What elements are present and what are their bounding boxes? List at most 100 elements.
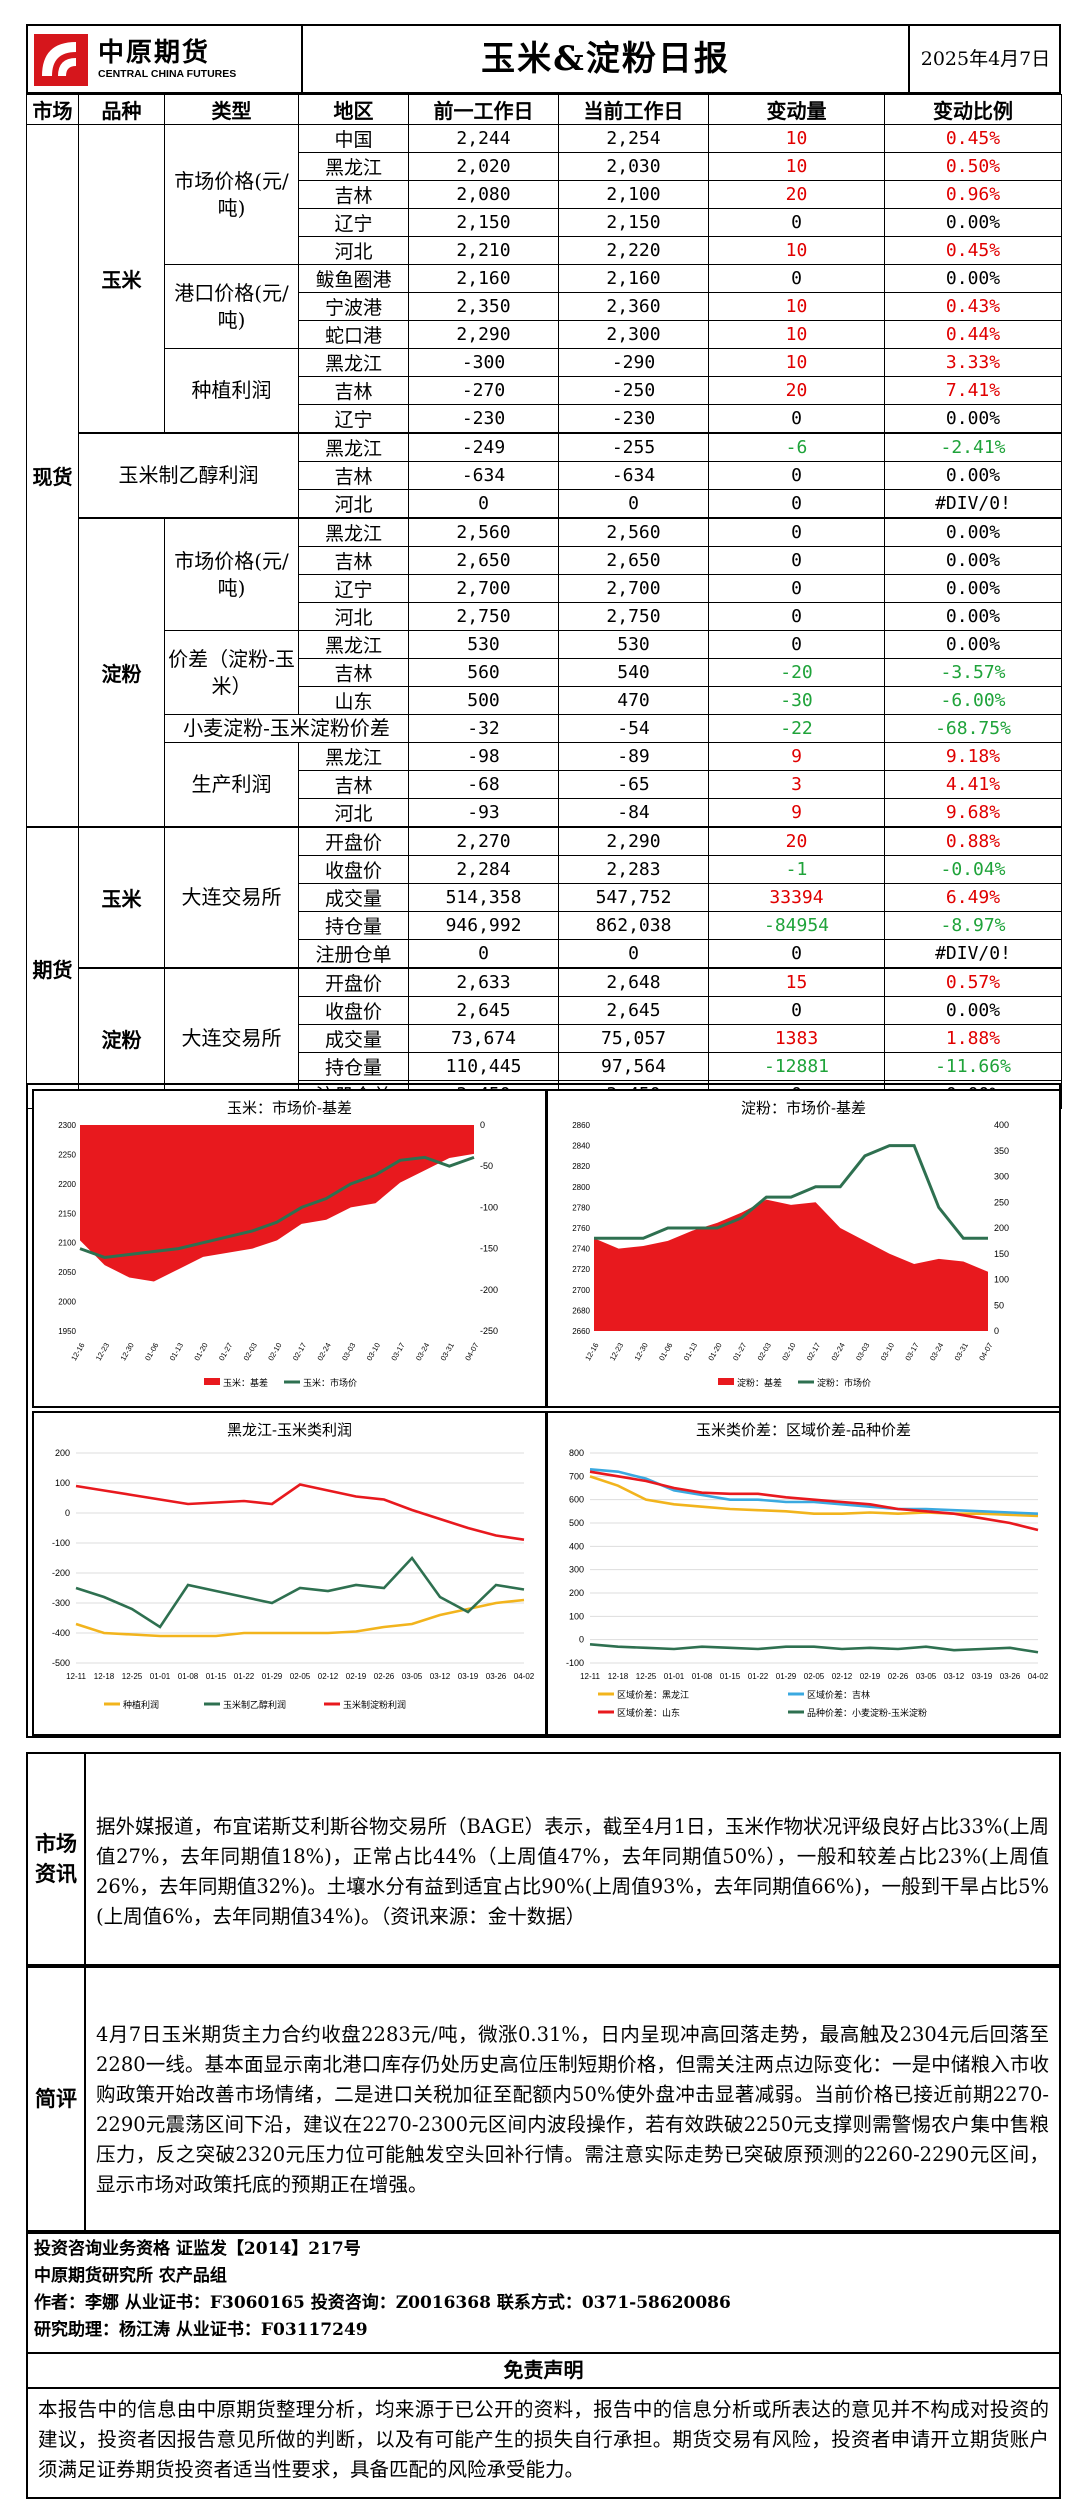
table-row: 吉林 -634 -634 0 0.00%	[27, 461, 1062, 490]
region-cell: 成交量	[298, 883, 409, 912]
x-tick: 01-06	[143, 1341, 160, 1362]
current-day-cell: 862,038	[558, 911, 709, 940]
y-tick-left: 2050	[58, 1268, 76, 1277]
prev-day-cell: 73,674	[408, 1024, 559, 1053]
x-tick: 02-12	[318, 1672, 339, 1681]
current-day-cell: 2,650	[558, 546, 709, 575]
table-row: 成交量 73,674 75,057 1383 1.88%	[27, 1024, 1062, 1053]
table-header-row: 市场 品种 类型 地区 前一工作日 当前工作日 变动量 变动比例	[26, 94, 1062, 125]
current-day-cell: 2,645	[558, 996, 709, 1025]
y-tick-left: 2100	[58, 1239, 76, 1248]
x-tick: 03-24	[928, 1341, 945, 1362]
change-cell: 0	[708, 602, 885, 631]
x-tick: 01-08	[178, 1672, 199, 1681]
change-pct-cell: -0.04%	[884, 855, 1062, 884]
change-pct-cell: 1.88%	[884, 1024, 1062, 1053]
type-market-price: 市场价格(元/吨)	[164, 124, 299, 265]
current-day-cell: 2,030	[558, 152, 709, 181]
y-tick-right: 200	[994, 1223, 1009, 1233]
x-tick: 03-26	[486, 1672, 507, 1681]
column-header: 当前工作日	[558, 94, 709, 125]
x-tick: 12-23	[94, 1341, 111, 1362]
prev-day-cell: 500	[408, 686, 559, 715]
x-tick: 03-03	[340, 1341, 357, 1362]
legend-label: 区域价差：山东	[617, 1707, 680, 1718]
column-header: 品种	[78, 94, 165, 125]
change-pct-cell: 9.18%	[884, 742, 1062, 771]
x-tick: 03-26	[1000, 1672, 1021, 1681]
change-cell: -1	[708, 855, 885, 884]
change-pct-cell: #DIV/0!	[884, 489, 1062, 519]
x-tick: 01-22	[748, 1672, 769, 1681]
legend-label: 品种价差：小麦淀粉-玉米淀粉	[807, 1707, 927, 1718]
x-tick: 01-01	[150, 1672, 171, 1681]
y-tick: 800	[569, 1448, 584, 1458]
variety-corn-label: 玉米	[78, 124, 165, 434]
legend-label: 玉米：市场价	[303, 1377, 357, 1388]
table-row: 持仓量 110,445 97,564 -12881 -11.66%	[27, 1052, 1062, 1081]
chart-corn-price-basis: 玉米：市场价-基差 1950 2000 2050 2100 2150 2200 2250 23…	[32, 1089, 547, 1408]
change-cell: 0	[708, 574, 885, 603]
x-tick: 04-02	[1028, 1672, 1049, 1681]
current-day-cell: 75,057	[558, 1024, 709, 1053]
current-day-cell: 2,150	[558, 208, 709, 237]
table-row: 吉林 -68 -65 3 4.41%	[27, 770, 1062, 799]
y-tick-right: 300	[994, 1172, 1009, 1182]
x-tick: 02-19	[346, 1672, 367, 1681]
change-cell: 3	[708, 770, 885, 799]
prev-day-cell: 110,445	[408, 1052, 559, 1081]
table-row: 辽宁 2,700 2,700 0 0.00%	[27, 574, 1062, 603]
market-info-label: 市场资讯	[28, 1754, 86, 1964]
change-pct-cell: 0.00%	[884, 404, 1062, 434]
current-day-cell: -255	[558, 432, 709, 462]
change-cell: 0	[708, 630, 885, 659]
table-row: 港口价格(元/吨) 鲅鱼圈港 2,160 2,160 0 0.00%	[27, 264, 1062, 349]
chart-title: 玉米：市场价-基差	[227, 1100, 352, 1117]
change-pct-cell: 0.00%	[884, 264, 1062, 293]
x-tick: 01-20	[706, 1341, 723, 1362]
table-row: 淀粉 市场价格(元/吨) 黑龙江 2,560 2,560 0 0.00%	[27, 517, 1062, 828]
x-tick: 01-13	[168, 1341, 185, 1362]
y-tick-right: -200	[480, 1285, 498, 1295]
current-day-cell: 2,648	[558, 967, 709, 997]
x-tick: 03-31	[953, 1341, 970, 1362]
change-pct-cell: 9.68%	[884, 798, 1062, 828]
x-tick: 01-27	[731, 1341, 748, 1362]
variety-starch-label: 淀粉	[78, 967, 165, 1109]
author-line: 作者：李娜 从业证书：F3060165 投资咨询：Z0016368 联系方式：0…	[34, 2293, 731, 2313]
current-day-cell: -250	[558, 376, 709, 405]
change-pct-cell: 0.45%	[884, 236, 1062, 265]
y-tick-left: 2200	[58, 1180, 76, 1189]
y-tick: 500	[569, 1518, 584, 1528]
y-tick-right: 50	[994, 1300, 1004, 1310]
change-pct-cell: -68.75%	[884, 714, 1062, 743]
y-tick-left: 2740	[572, 1245, 590, 1254]
region-cell: 河北	[298, 489, 409, 519]
prev-day-cell: -68	[408, 770, 559, 799]
table-row: 辽宁 -230 -230 0 0.00%	[27, 404, 1062, 434]
y-tick-left: 1950	[58, 1327, 76, 1336]
prev-day-cell: 2,633	[408, 967, 559, 997]
change-cell: 10	[708, 152, 885, 181]
table-row: 期货 玉米 大连交易所 开盘价 2,270 2,290 20 0.88%	[26, 826, 1062, 1109]
region-cell: 河北	[298, 236, 409, 265]
prev-day-cell: 2,244	[408, 124, 559, 153]
column-header: 前一工作日	[408, 94, 559, 125]
legend-label: 玉米制乙醇利润	[223, 1699, 286, 1710]
prev-day-cell: 2,645	[408, 996, 559, 1025]
current-day-cell: 2,160	[558, 264, 709, 293]
region-cell: 黑龙江	[298, 432, 409, 462]
change-pct-cell: 0.50%	[884, 152, 1062, 181]
qualification-line: 投资咨询业务资格 证监发【2014】217号	[34, 2239, 361, 2259]
table-row: 持仓量 946,992 862,038 -84954 -8.97%	[27, 911, 1062, 940]
y-tick: 100	[55, 1478, 70, 1488]
prev-day-cell: 0	[408, 489, 559, 519]
current-day-cell: 2,360	[558, 292, 709, 321]
exchange-dce-label: 大连交易所	[164, 967, 299, 1109]
change-pct-cell: 0.00%	[884, 630, 1062, 659]
prev-day-cell: -249	[408, 432, 559, 462]
table-row: 现货 玉米 市场价格(元/吨) 中国 2,244 2,254 10 0.45%	[26, 124, 1062, 828]
x-tick: 03-17	[389, 1341, 406, 1362]
change-pct-cell: 0.00%	[884, 996, 1062, 1025]
y-tick-right: -150	[480, 1244, 498, 1254]
